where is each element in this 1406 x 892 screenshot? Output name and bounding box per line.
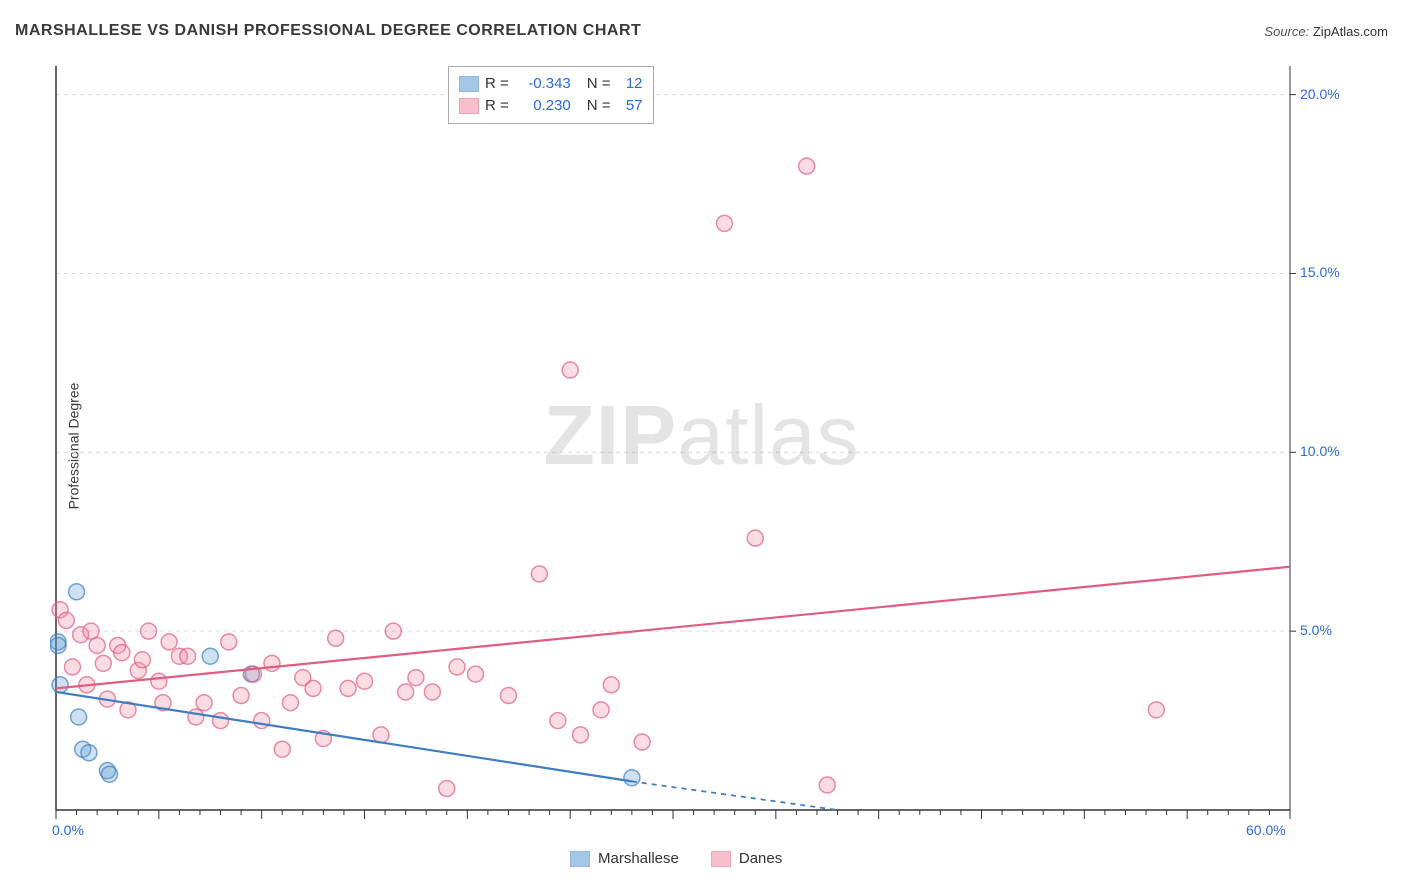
legend-row: R = -0.343 N = 12 [459,73,643,95]
tick-label: 5.0% [1300,622,1332,638]
legend-series: Marshallese Danes [570,850,782,867]
source-attribution: Source: ZipAtlas.com [1264,24,1388,39]
tick-label: 60.0% [1246,822,1286,838]
legend-n-label: N = [587,73,611,95]
scatter-plot [50,60,1350,840]
tick-label: 0.0% [52,822,84,838]
legend-r-label: R = [485,73,509,95]
legend-swatch [459,76,479,92]
legend-r-value: -0.343 [515,73,571,95]
legend-n-value: 57 [617,95,643,117]
legend-swatch [570,851,590,867]
legend-row: R = 0.230 N = 57 [459,95,643,117]
legend-series-item: Danes [711,850,782,867]
legend-n-value: 12 [617,73,643,95]
source-value: ZipAtlas.com [1313,24,1388,39]
legend-series-item: Marshallese [570,850,679,867]
legend-n-label: N = [587,95,611,117]
legend-correlation: R = -0.343 N = 12 R = 0.230 N = 57 [448,66,654,124]
legend-series-name: Danes [739,850,782,867]
legend-swatch [711,851,731,867]
chart-title: MARSHALLESE VS DANISH PROFESSIONAL DEGRE… [15,22,641,40]
tick-label: 20.0% [1300,86,1340,102]
legend-r-value: 0.230 [515,95,571,117]
legend-r-label: R = [485,95,509,117]
source-label: Source: [1264,24,1309,39]
tick-label: 10.0% [1300,443,1340,459]
tick-label: 15.0% [1300,264,1340,280]
legend-series-name: Marshallese [598,850,679,867]
legend-swatch [459,98,479,114]
